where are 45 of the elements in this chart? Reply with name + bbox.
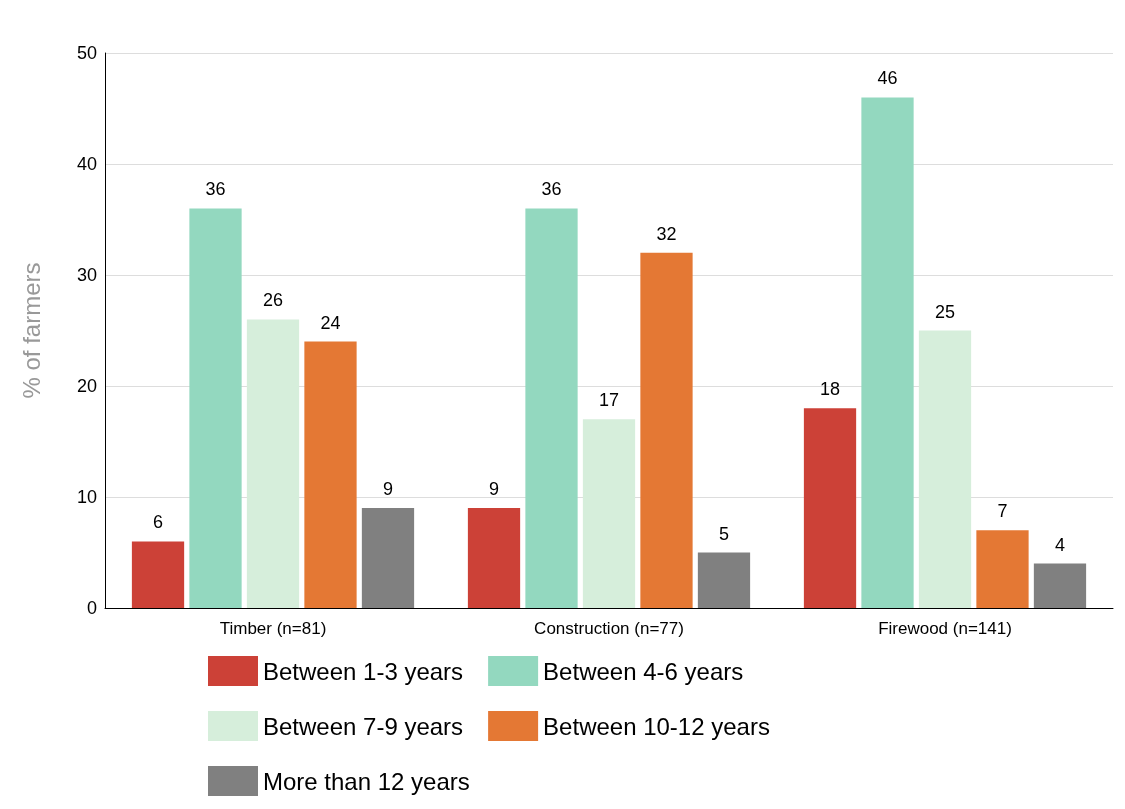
y-tick-label: 40: [76, 154, 97, 174]
bar: [525, 208, 578, 608]
data-label: 32: [656, 223, 677, 244]
legend-label: Between 10-12 years: [543, 712, 770, 740]
data-label: 17: [598, 390, 620, 411]
x-tick-label: Construction (n=77): [534, 619, 684, 638]
bar: [861, 97, 914, 608]
data-label: 46: [877, 68, 898, 89]
y-axis-title: % of farmers: [17, 262, 45, 399]
data-label: 9: [489, 479, 500, 500]
legend-label: Between 4-6 years: [543, 657, 744, 685]
bar: [246, 319, 300, 608]
bar: [304, 341, 357, 608]
bar: [918, 330, 972, 608]
x-tick-label: Timber (n=81): [219, 619, 327, 638]
legend-label: More than 12 years: [263, 767, 470, 795]
bar: [467, 508, 521, 608]
y-tick-label: 10: [76, 487, 97, 507]
bar: [361, 508, 415, 608]
y-tick-label: 20: [76, 376, 97, 396]
data-label: 6: [153, 512, 164, 533]
data-label: 5: [718, 523, 729, 544]
bar: [189, 208, 242, 608]
data-label: 36: [541, 179, 562, 200]
bar: [976, 530, 1029, 608]
legend-label: Between 1-3 years: [263, 657, 464, 685]
bar: [697, 552, 751, 608]
legend-label: Between 7-9 years: [263, 712, 464, 740]
x-tick-label: Firewood (n=141): [878, 619, 1012, 638]
data-label: 24: [320, 312, 341, 333]
bar: [582, 419, 636, 608]
bar: [131, 541, 185, 608]
y-tick-label: 50: [76, 43, 97, 63]
data-label: 26: [262, 290, 284, 311]
data-label: 4: [1054, 534, 1065, 555]
data-label: 7: [997, 501, 1008, 522]
data-label: 36: [205, 179, 226, 200]
data-label: 18: [820, 379, 841, 400]
data-label: 9: [382, 479, 393, 500]
data-label: 25: [934, 301, 956, 322]
y-tick-label: 0: [86, 598, 97, 618]
bar: [803, 408, 857, 608]
bar: [640, 252, 693, 608]
bar: [1033, 563, 1087, 608]
y-tick-label: 30: [76, 265, 97, 285]
